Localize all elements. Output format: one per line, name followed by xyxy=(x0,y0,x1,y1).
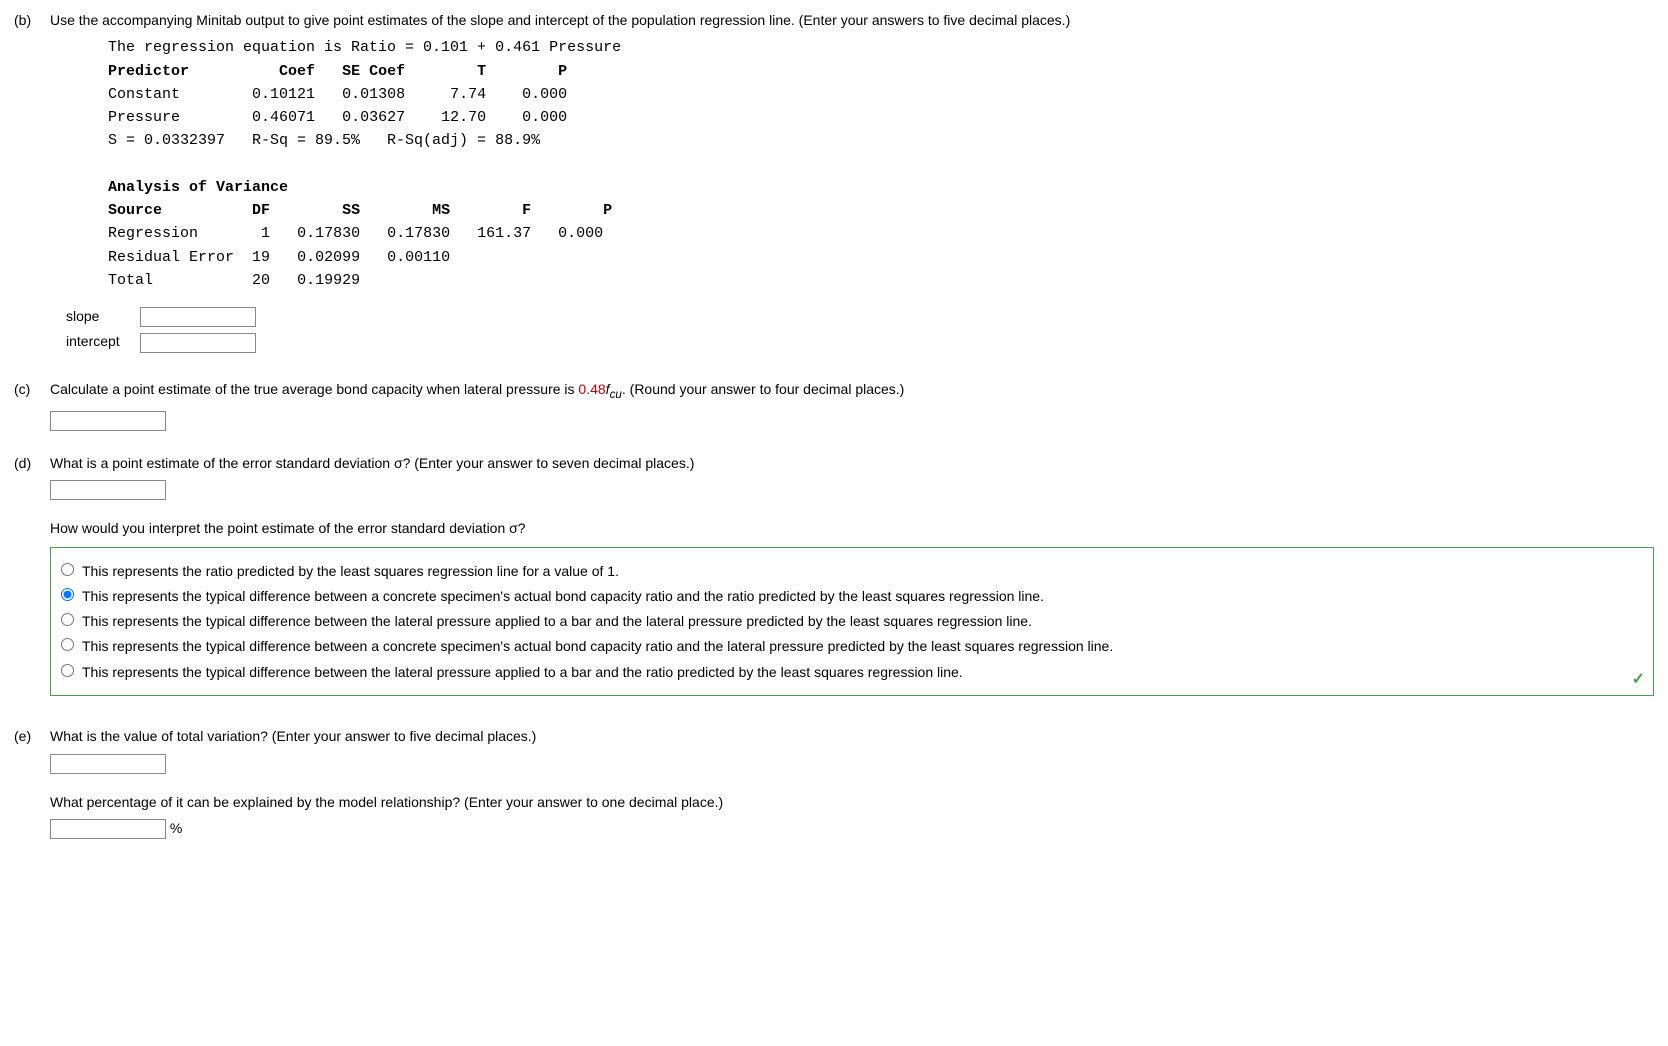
part-e: (e) What is the value of total variation… xyxy=(14,726,1654,839)
intercept-row: intercept xyxy=(66,331,1654,352)
option-2-text: This represents the typical difference b… xyxy=(82,586,1643,606)
percent-suffix: % xyxy=(170,820,182,836)
hdr-predictor: Predictor xyxy=(108,63,189,80)
total-variation-input[interactable] xyxy=(50,754,166,774)
option-1-text: This represents the ratio predicted by t… xyxy=(82,561,1643,581)
radio-5[interactable] xyxy=(61,664,74,677)
checkmark-icon: ✓ xyxy=(1632,668,1645,691)
part-c: (c) Calculate a point estimate of the tr… xyxy=(14,379,1654,431)
option-2[interactable]: This represents the typical difference b… xyxy=(61,586,1643,606)
part-e-prompt2: What percentage of it can be explained b… xyxy=(50,792,1654,812)
interpret-options: This represents the ratio predicted by t… xyxy=(50,547,1654,696)
radio-2[interactable] xyxy=(61,588,74,601)
intercept-label: intercept xyxy=(66,331,136,351)
radio-3[interactable] xyxy=(61,613,74,626)
anova-title: Analysis of Variance xyxy=(108,179,288,196)
radio-4[interactable] xyxy=(61,638,74,651)
option-5[interactable]: This represents the typical difference b… xyxy=(61,662,1643,682)
percent-explained-input[interactable] xyxy=(50,819,166,839)
option-3-text: This represents the typical difference b… xyxy=(82,611,1643,631)
part-d-interpret-q: How would you interpret the point estima… xyxy=(50,518,1654,538)
part-d-label: (d) xyxy=(14,453,50,704)
part-d-prompt: What is a point estimate of the error st… xyxy=(50,453,1654,473)
radio-1[interactable] xyxy=(61,563,74,576)
slope-input[interactable] xyxy=(140,307,256,327)
slope-label: slope xyxy=(66,306,136,326)
option-3[interactable]: This represents the typical difference b… xyxy=(61,611,1643,631)
part-d: (d) What is a point estimate of the erro… xyxy=(14,453,1654,704)
part-e-prompt1: What is the value of total variation? (E… xyxy=(50,726,1654,746)
option-1[interactable]: This represents the ratio predicted by t… xyxy=(61,561,1643,581)
part-b-label: (b) xyxy=(14,10,50,357)
option-4-text: This represents the typical difference b… xyxy=(82,636,1643,656)
part-b: (b) Use the accompanying Minitab output … xyxy=(14,10,1654,357)
minitab-output: The regression equation is Ratio = 0.101… xyxy=(108,36,1654,292)
option-4[interactable]: This represents the typical difference b… xyxy=(61,636,1643,656)
part-c-prompt: Calculate a point estimate of the true a… xyxy=(50,379,1654,404)
part-c-input[interactable] xyxy=(50,411,166,431)
option-5-text: This represents the typical difference b… xyxy=(82,662,1643,682)
part-e-label: (e) xyxy=(14,726,50,839)
intercept-input[interactable] xyxy=(140,333,256,353)
part-b-prompt: Use the accompanying Minitab output to g… xyxy=(50,10,1654,30)
part-d-input[interactable] xyxy=(50,480,166,500)
slope-row: slope xyxy=(66,306,1654,327)
part-c-label: (c) xyxy=(14,379,50,431)
lateral-pressure-value: 0.48 xyxy=(578,381,605,397)
